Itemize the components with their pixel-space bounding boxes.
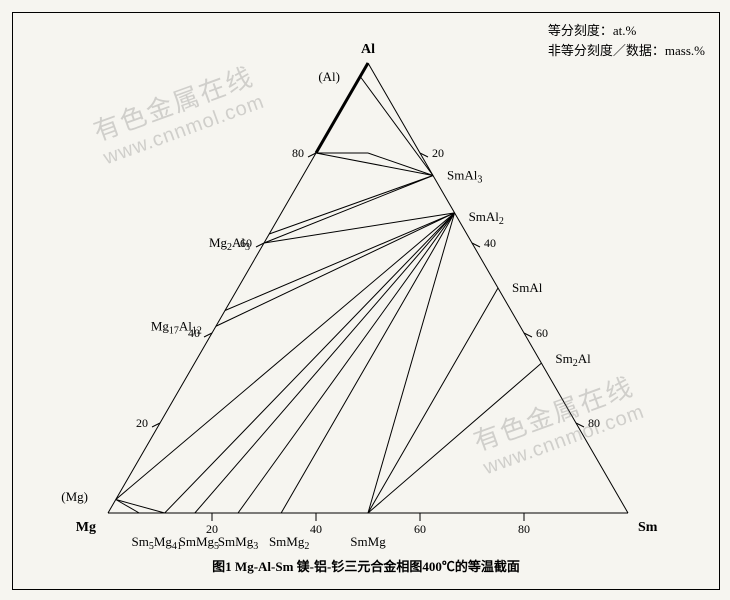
figure-caption: 图1 Mg-Al-Sm 镁-铝-钐三元合金相图400℃的等温截面	[13, 556, 719, 575]
scale-note: 等分刻度：at.% 非等分刻度／数据：mass.%	[548, 21, 705, 60]
svg-text:Sm5Mg41: Sm5Mg41	[131, 534, 181, 552]
svg-text:(Mg): (Mg)	[61, 489, 88, 504]
svg-text:80: 80	[292, 146, 304, 160]
svg-text:Sm2Al: Sm2Al	[555, 351, 591, 369]
svg-text:(Al): (Al)	[318, 69, 340, 84]
svg-text:40: 40	[484, 236, 496, 250]
svg-text:Mg: Mg	[76, 520, 96, 535]
svg-text:Mg2Al3: Mg2Al3	[209, 235, 250, 253]
svg-text:40: 40	[310, 522, 322, 536]
scale-note-2: 非等分刻度／数据：mass.%	[548, 41, 705, 61]
svg-text:60: 60	[414, 522, 426, 536]
svg-text:SmMg2: SmMg2	[269, 534, 309, 552]
ternary-svg: 204060802040608020406080Al(Al)Mg(Mg)SmMg…	[13, 13, 719, 589]
svg-text:Al: Al	[361, 42, 375, 57]
svg-text:80: 80	[588, 416, 600, 430]
svg-text:Sm: Sm	[638, 520, 658, 535]
svg-text:20: 20	[136, 416, 148, 430]
svg-text:20: 20	[432, 146, 444, 160]
figure-frame: { "figure": { "type": "ternary-phase-dia…	[12, 12, 720, 590]
svg-text:80: 80	[518, 522, 530, 536]
svg-text:SmAl3: SmAl3	[447, 168, 482, 186]
svg-text:SmMg: SmMg	[350, 534, 386, 549]
svg-text:SmAl: SmAl	[512, 280, 543, 295]
svg-text:SmMg5: SmMg5	[179, 534, 219, 552]
scale-note-1: 等分刻度：at.%	[548, 21, 705, 41]
svg-text:SmMg3: SmMg3	[218, 534, 258, 552]
svg-text:Mg17Al12: Mg17Al12	[151, 318, 202, 336]
svg-text:60: 60	[536, 326, 548, 340]
svg-text:SmAl2: SmAl2	[469, 209, 504, 227]
